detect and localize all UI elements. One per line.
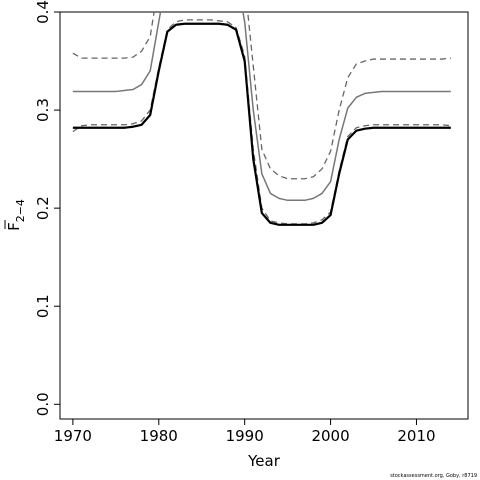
y-axis-label: F2−4: [4, 199, 27, 231]
series-line-upper-bound: [72, 12, 451, 202]
series-line-upper-interval: [72, 12, 451, 180]
y-tick-label-4: 0.4: [34, 0, 52, 24]
footer-credit: stockassessment.org, Goby, r8719: [390, 473, 477, 479]
x-tick-label-1990: 1990: [226, 427, 264, 445]
x-axis: 1970 1980 1990 2000 2010: [54, 419, 436, 445]
svg-text:F2−4: F2−4: [5, 199, 27, 231]
x-axis-label: Year: [247, 452, 281, 470]
x-tick-label-2010: 2010: [397, 427, 435, 445]
series-line-lower-interval: [72, 19, 451, 225]
x-tick-label-1970: 1970: [54, 427, 92, 445]
y-tick-label-1: 0.1: [34, 294, 52, 318]
y-axis-label-subscript: 2−4: [14, 199, 27, 222]
y-axis-label-main: F: [5, 222, 23, 231]
series-line-estimate: [72, 22, 451, 226]
x-tick-label-2000: 2000: [311, 427, 349, 445]
y-tick-label-3: 0.3: [34, 98, 52, 122]
y-tick-label-0: 0.0: [34, 392, 52, 416]
y-tick-label-2: 0.2: [34, 196, 52, 220]
x-tick-label-1980: 1980: [140, 427, 178, 445]
y-axis: 0.0 0.1 0.2 0.3 0.4: [34, 0, 60, 416]
plot-frame: [59, 11, 469, 420]
series-layer: [72, 12, 451, 226]
